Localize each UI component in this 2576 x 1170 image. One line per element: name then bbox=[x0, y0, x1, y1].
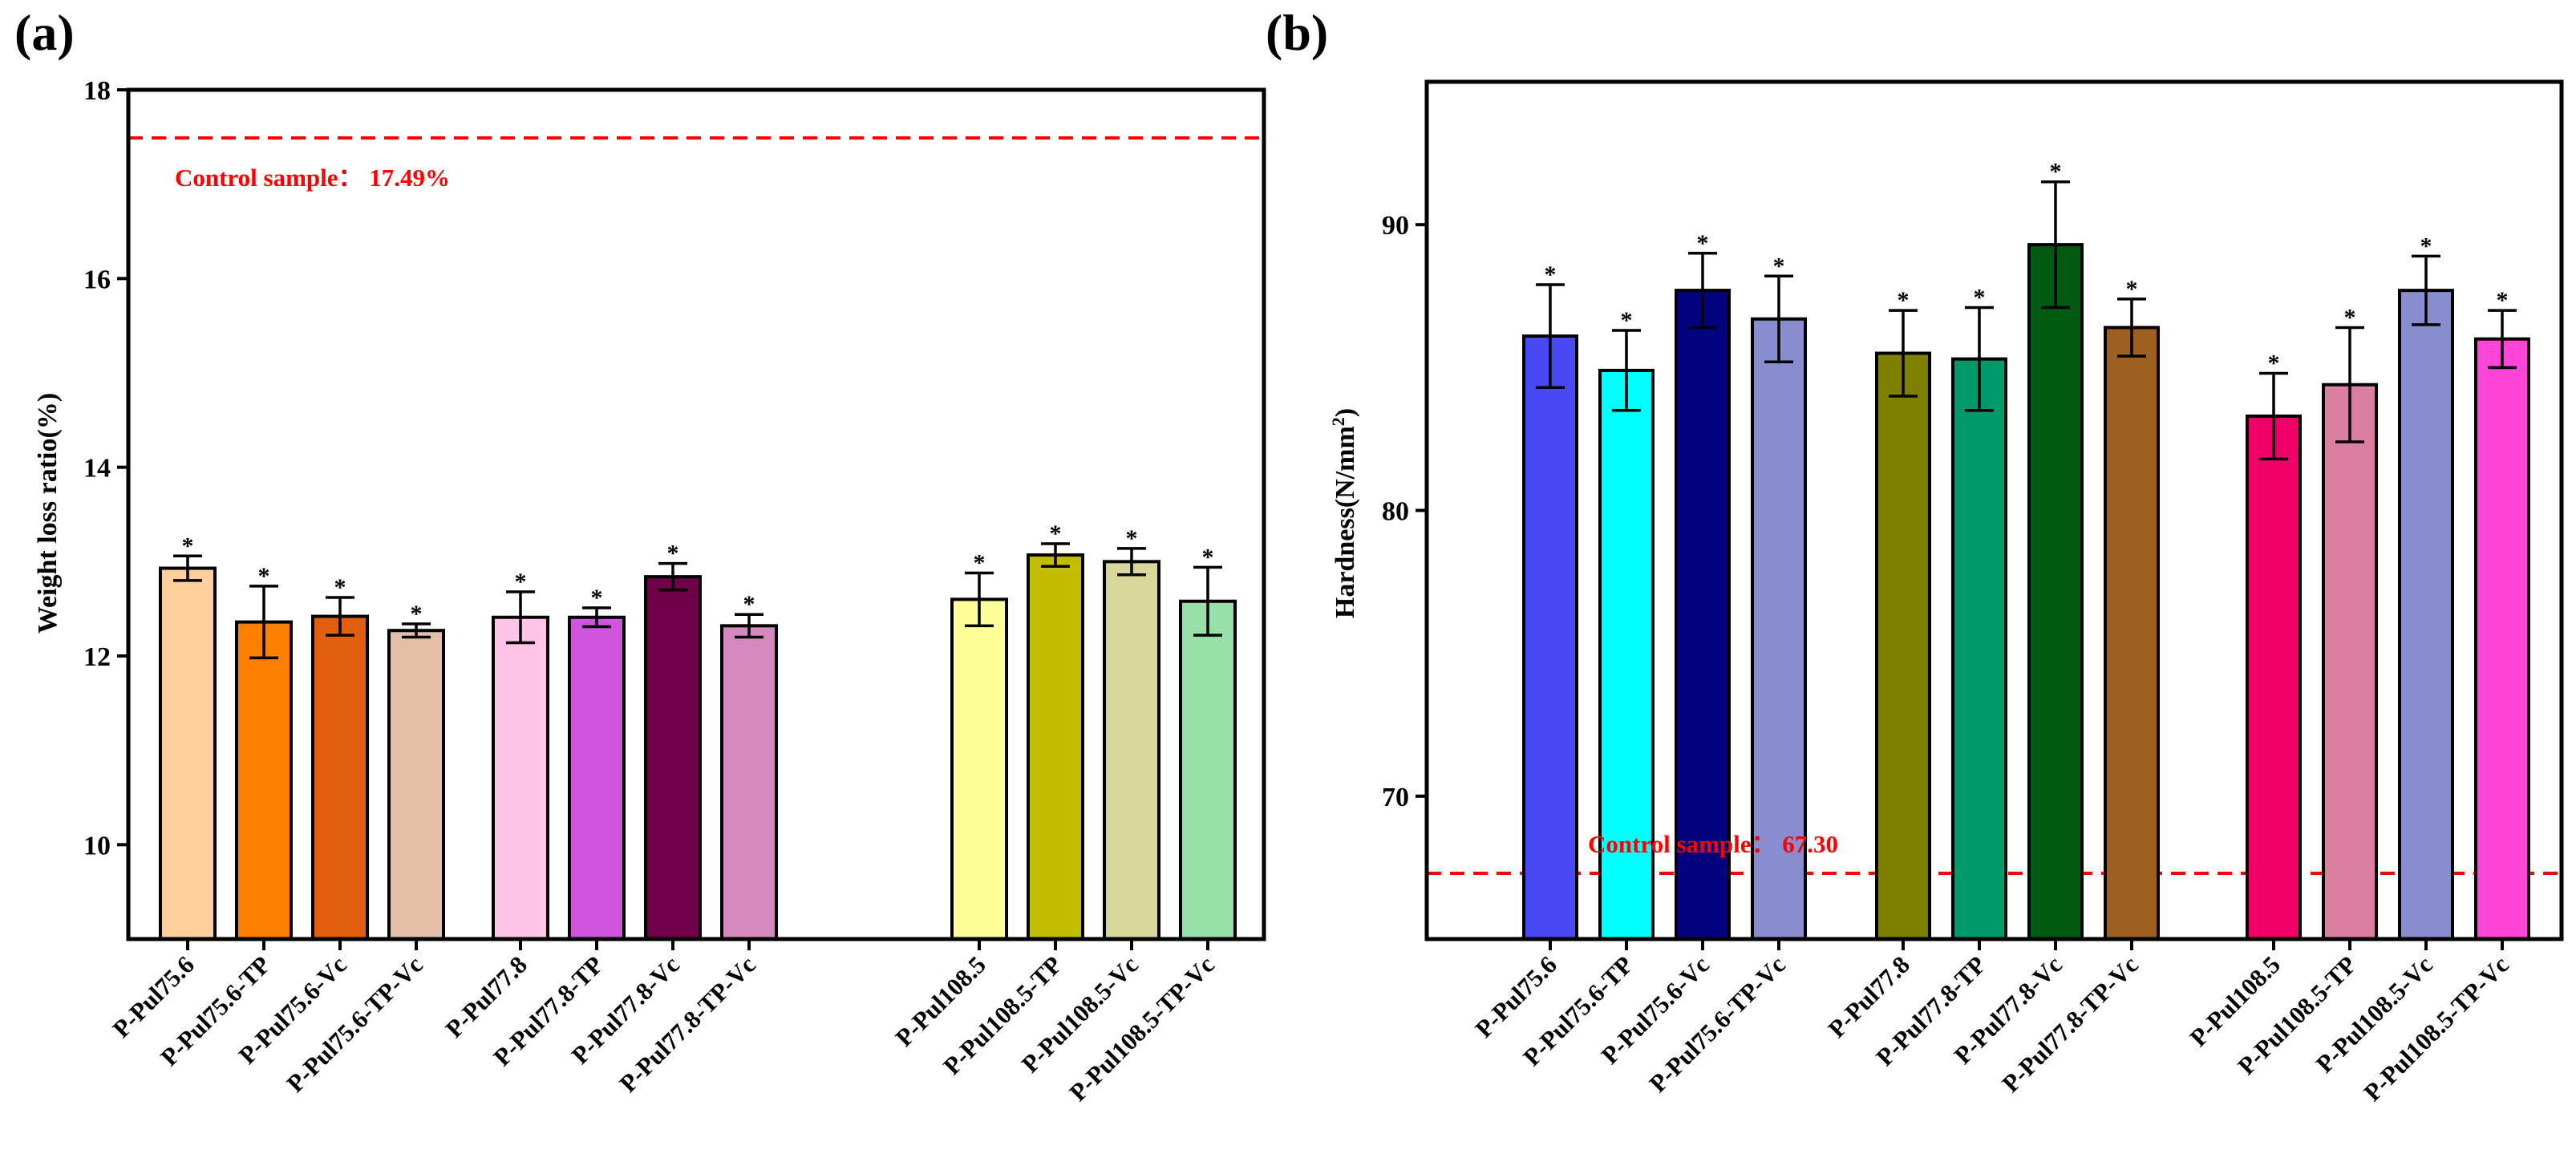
bar-a-1-2 bbox=[644, 575, 702, 941]
category-label-a-0-3: P-Pul75.6-TP-Vc bbox=[281, 950, 428, 1098]
category-label-a-2-3: P-Pul108.5-TP-Vc bbox=[1063, 950, 1220, 1107]
category-label-b-2-3: P-Pul108.5-TP-Vc bbox=[2358, 950, 2514, 1107]
significance-mark-a-1-0: * bbox=[515, 569, 527, 595]
bar-a-0-0 bbox=[159, 566, 217, 941]
significance-mark-b-0-2: * bbox=[1697, 230, 1709, 257]
error-bar-a-1-0 bbox=[506, 590, 535, 645]
error-bar-a-1-1 bbox=[582, 606, 611, 629]
bar-a-0-1 bbox=[235, 620, 293, 941]
significance-mark-a-0-2: * bbox=[334, 574, 346, 601]
control-sample-label-b: Control sample： 67.30 bbox=[1588, 830, 1838, 858]
error-bar-b-0-2 bbox=[1688, 252, 1717, 330]
bar-b-1-2 bbox=[2027, 243, 2084, 941]
error-bar-a-1-3 bbox=[735, 613, 763, 639]
error-bar-b-0-3 bbox=[1764, 274, 1793, 363]
bars-a: * * * * * * * * * * * * bbox=[159, 520, 1237, 941]
y-tick-label-b-2: 90 bbox=[1382, 211, 1409, 241]
bar-b-1-0 bbox=[1875, 351, 1931, 941]
error-bar-b-2-2 bbox=[2412, 254, 2440, 326]
significance-mark-b-1-1: * bbox=[1974, 285, 1986, 311]
error-bar-a-2-1 bbox=[1041, 542, 1070, 568]
error-bar-a-2-0 bbox=[965, 571, 994, 628]
error-bar-b-2-1 bbox=[2335, 326, 2364, 443]
bar-a-1-3 bbox=[720, 624, 778, 941]
significance-mark-a-2-0: * bbox=[974, 549, 986, 576]
control-sample-label-a: Control sample： 17.49% bbox=[175, 164, 450, 192]
y-tick-label-a-2: 14 bbox=[83, 454, 111, 484]
y-axis-title-b-close: ) bbox=[1331, 408, 1360, 417]
category-label-a-1-3: P-Pul77.8-TP-Vc bbox=[614, 950, 761, 1098]
significance-mark-a-2-1: * bbox=[1050, 520, 1062, 547]
y-tick-label-a-4: 18 bbox=[83, 76, 111, 106]
significance-mark-b-1-2: * bbox=[2050, 159, 2062, 185]
bar-a-2-2 bbox=[1103, 560, 1160, 941]
bar-b-2-2 bbox=[2398, 289, 2454, 941]
bars-b: * * * * * * * * * * * * bbox=[1522, 159, 2530, 941]
significance-mark-b-0-0: * bbox=[1545, 261, 1557, 288]
bar-a-1-1 bbox=[568, 615, 626, 941]
category-label-b-0-3: P-Pul75.6-TP-Vc bbox=[1643, 950, 1791, 1098]
error-bar-b-1-1 bbox=[1965, 306, 1994, 412]
bar-b-1-1 bbox=[1951, 357, 2007, 941]
significance-mark-a-1-2: * bbox=[667, 540, 679, 567]
error-bar-a-0-3 bbox=[402, 622, 431, 639]
bar-a-0-2 bbox=[311, 614, 369, 941]
bar-b-0-0 bbox=[1522, 334, 1578, 941]
y-tick-label-b-0: 70 bbox=[1382, 783, 1409, 812]
significance-mark-a-2-3: * bbox=[1202, 544, 1214, 570]
error-bar-b-1-2 bbox=[2041, 180, 2070, 310]
significance-mark-a-0-1: * bbox=[258, 563, 270, 589]
bar-b-2-3 bbox=[2474, 337, 2530, 941]
chart-panel-a: (a) ** ******** ** P-Pul75.6P-Pul75.6-TPP-… bbox=[14, 4, 1266, 1107]
y-axis-title-b-superscript: 2 bbox=[1328, 417, 1348, 426]
y-tick-label-a-1: 12 bbox=[83, 642, 111, 672]
error-bar-b-0-1 bbox=[1612, 329, 1641, 412]
error-bar-b-2-3 bbox=[2488, 309, 2517, 370]
error-bar-a-2-3 bbox=[1193, 565, 1222, 637]
chart-panel-b: (b) ***** ******* P-Pul75.6P-Pul75.6-TPP-… bbox=[1266, 4, 2564, 1107]
y-tick-label-a-0: 10 bbox=[83, 831, 111, 860]
error-bar-a-0-2 bbox=[326, 596, 354, 637]
category-label-b-1-3: P-Pul77.8-TP-Vc bbox=[1996, 950, 2144, 1098]
error-bar-a-0-0 bbox=[173, 554, 202, 582]
significance-mark-b-2-2: * bbox=[2420, 233, 2432, 259]
bar-b-2-1 bbox=[2322, 383, 2378, 941]
significance-mark-b-1-3: * bbox=[2126, 276, 2138, 302]
error-bar-b-2-0 bbox=[2259, 371, 2288, 461]
y-axis-title-a: Weight loss ratio(%) bbox=[33, 393, 63, 634]
significance-mark-b-2-0: * bbox=[2268, 350, 2280, 376]
bar-a-0-3 bbox=[387, 629, 445, 941]
error-bar-b-1-0 bbox=[1889, 309, 1918, 398]
error-bar-a-0-1 bbox=[249, 585, 278, 660]
bar-a-2-0 bbox=[950, 597, 1008, 941]
error-bar-a-2-2 bbox=[1117, 547, 1146, 577]
y-axis-title-b: Hardness(N/mm2) bbox=[1328, 408, 1360, 618]
significance-mark-b-0-3: * bbox=[1773, 253, 1785, 279]
bar-a-2-3 bbox=[1179, 599, 1237, 941]
significance-mark-a-1-1: * bbox=[591, 585, 603, 611]
y-tick-label-a-3: 16 bbox=[83, 265, 111, 294]
significance-mark-a-1-3: * bbox=[743, 591, 755, 617]
error-bar-a-1-2 bbox=[658, 561, 687, 592]
y-axis-title-b-main: Hardness(N/mm bbox=[1331, 426, 1360, 618]
bar-a-2-1 bbox=[1027, 553, 1084, 941]
significance-mark-a-2-2: * bbox=[1126, 525, 1138, 552]
significance-mark-b-2-1: * bbox=[2344, 304, 2356, 330]
significance-mark-b-2-3: * bbox=[2497, 287, 2509, 314]
bar-b-2-0 bbox=[2246, 414, 2302, 941]
panel-label-a: (a) bbox=[14, 4, 75, 61]
significance-mark-a-0-0: * bbox=[182, 532, 194, 559]
plot-frame-a bbox=[126, 87, 1266, 941]
bar-a-1-0 bbox=[492, 615, 549, 941]
error-bar-b-0-0 bbox=[1536, 283, 1565, 390]
error-bar-b-1-3 bbox=[2117, 298, 2146, 358]
significance-mark-b-0-1: * bbox=[1621, 307, 1633, 334]
significance-mark-b-1-0: * bbox=[1898, 287, 1910, 314]
significance-mark-a-0-3: * bbox=[411, 601, 423, 627]
bar-b-1-3 bbox=[2104, 326, 2160, 941]
panel-label-b: (b) bbox=[1266, 4, 1328, 61]
y-tick-label-b-1: 80 bbox=[1382, 497, 1409, 527]
